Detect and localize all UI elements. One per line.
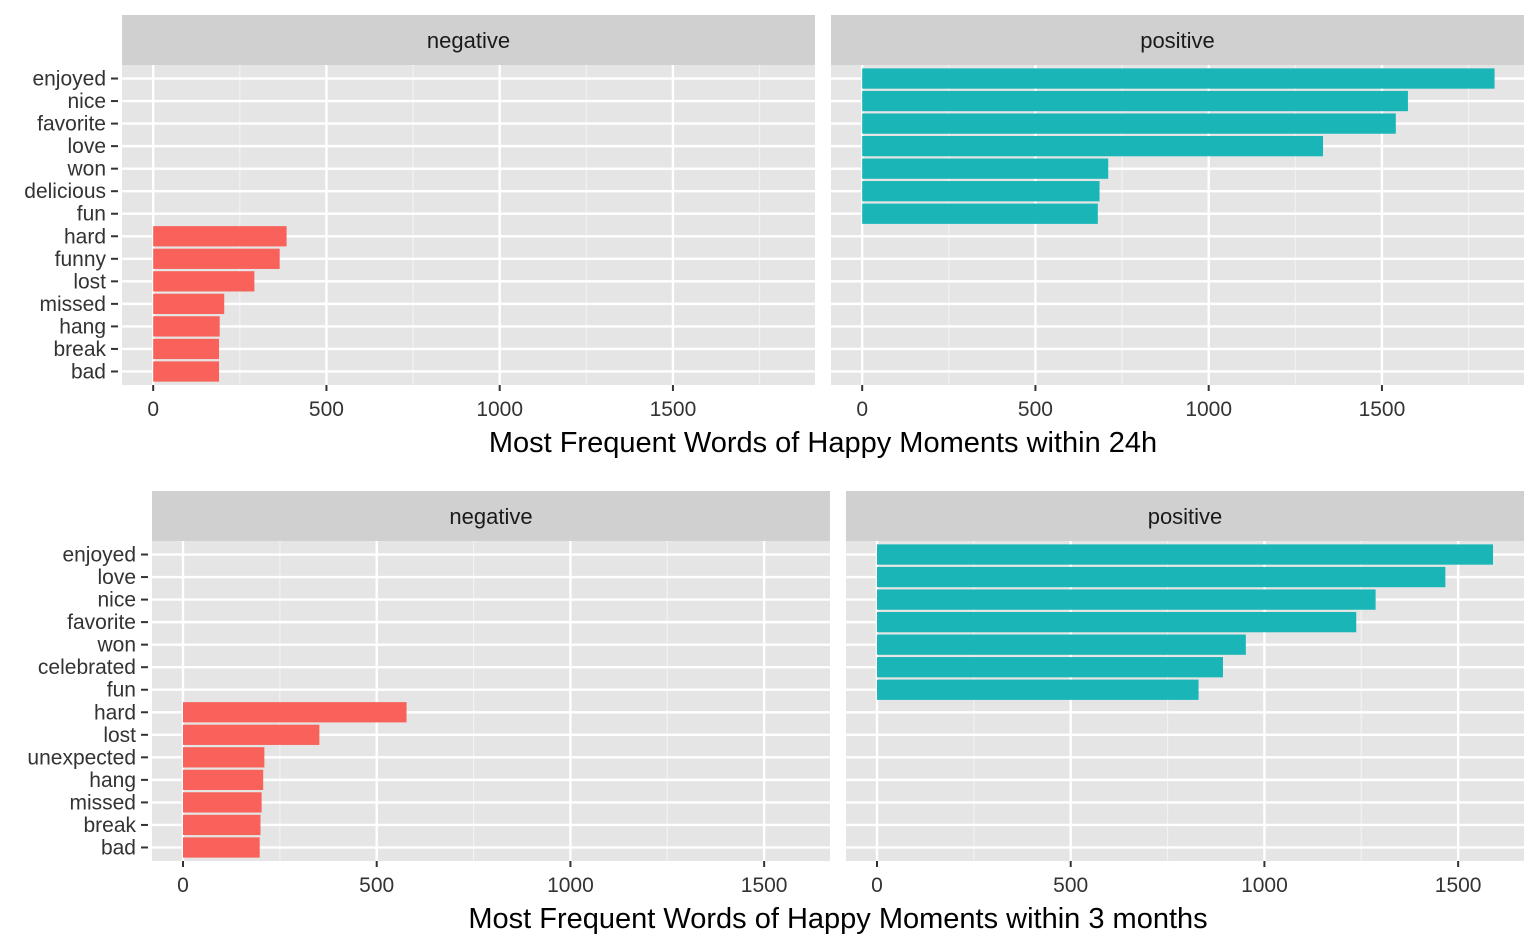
bar-positive-delicious xyxy=(862,181,1100,202)
facet-positive: positive 0 500 1000 1500 xyxy=(846,491,1524,897)
facet-negative: negative 0 500 1000 1500 xyxy=(152,491,830,897)
bar-positive-nice xyxy=(862,90,1408,112)
x-tick-label: 500 xyxy=(309,398,344,421)
x-tick-label: 1000 xyxy=(1241,874,1288,897)
bar-positive-celebrated xyxy=(876,657,1223,678)
bar-positive-favorite xyxy=(876,611,1357,633)
bar-positive-enjoyed xyxy=(862,68,1495,89)
bar-negative-break xyxy=(153,338,220,360)
bar-positive-nice xyxy=(876,589,1376,610)
facet-strip-label: negative xyxy=(449,504,532,529)
y-tick-label: fun xyxy=(107,679,136,702)
y-tick-label: lost xyxy=(103,724,136,747)
x-tick-label: 1500 xyxy=(1435,874,1482,897)
x-tick-label: 1000 xyxy=(547,874,594,897)
y-tick-label: missed xyxy=(39,293,106,316)
facet-strip-label: negative xyxy=(427,28,510,53)
y-tick-label: bad xyxy=(71,360,106,383)
facet-negative: negative 0 500 1000 1500 xyxy=(122,15,815,421)
y-tick-label: unexpected xyxy=(27,746,136,769)
x-tick-label: 500 xyxy=(1053,874,1088,897)
chart-1: enjoyednicefavoritelovewondeliciousfunha… xyxy=(24,15,1524,459)
facet-strip xyxy=(122,15,815,65)
panel-background xyxy=(122,65,815,385)
y-tick-label: funny xyxy=(55,248,107,271)
bar-negative-hang xyxy=(153,316,220,337)
y-tick-label: favorite xyxy=(37,113,106,136)
chart-title: Most Frequent Words of Happy Moments wit… xyxy=(489,427,1157,459)
y-tick-label: break xyxy=(53,338,106,361)
bar-positive-won xyxy=(862,158,1109,179)
bar-negative-missed xyxy=(153,293,225,315)
y-tick-label: fun xyxy=(77,203,106,226)
y-tick-label: enjoyed xyxy=(32,68,106,91)
panel-background xyxy=(831,65,1524,385)
bar-negative-bad xyxy=(153,361,220,382)
y-tick-label: won xyxy=(96,634,136,657)
y-tick-label: delicious xyxy=(24,180,106,203)
x-tick-label: 0 xyxy=(871,874,883,897)
y-tick-label: hang xyxy=(89,769,136,792)
x-tick-label: 1500 xyxy=(1359,398,1406,421)
x-tick-label: 0 xyxy=(856,398,868,421)
y-axis-labels: enjoyednicefavoritelovewondeliciousfunha… xyxy=(24,68,118,383)
bar-positive-fun xyxy=(876,679,1199,700)
y-tick-label: hard xyxy=(94,701,136,724)
y-tick-label: lost xyxy=(73,270,106,293)
y-tick-label: nice xyxy=(67,90,106,113)
bar-negative-break xyxy=(182,814,261,836)
y-tick-label: hang xyxy=(59,315,106,338)
bar-negative-funny xyxy=(153,248,280,269)
bar-positive-love xyxy=(862,135,1324,157)
bar-negative-lost xyxy=(182,724,320,745)
chart-title: Most Frequent Words of Happy Moments wit… xyxy=(468,903,1207,935)
bar-negative-unexpected xyxy=(182,747,265,768)
x-tick-label: 0 xyxy=(177,874,189,897)
y-tick-label: love xyxy=(67,135,106,158)
bar-negative-lost xyxy=(153,271,255,292)
bar-negative-hang xyxy=(182,769,264,791)
bar-positive-enjoyed xyxy=(876,544,1494,565)
facet-strip-label: positive xyxy=(1140,28,1215,53)
bar-positive-won xyxy=(876,634,1246,655)
facet-strip-label: positive xyxy=(1148,504,1223,529)
y-axis-labels: enjoyedlovenicefavoritewoncelebratedfunh… xyxy=(27,544,148,859)
x-tick-label: 0 xyxy=(147,398,159,421)
y-tick-label: bad xyxy=(101,836,136,859)
bar-negative-bad xyxy=(182,837,260,858)
bar-positive-favorite xyxy=(862,113,1396,134)
facet-positive: positive 0 500 1000 1500 xyxy=(831,15,1524,421)
y-tick-label: break xyxy=(83,814,136,837)
chart-2: enjoyedlovenicefavoritewoncelebratedfunh… xyxy=(27,491,1524,935)
bar-positive-fun xyxy=(862,203,1098,224)
y-tick-label: nice xyxy=(97,589,136,612)
y-tick-label: celebrated xyxy=(38,656,136,679)
x-tick-label: 500 xyxy=(359,874,394,897)
y-tick-label: favorite xyxy=(67,611,136,634)
x-tick-label: 1500 xyxy=(650,398,697,421)
y-tick-label: enjoyed xyxy=(62,544,136,567)
facet-strip xyxy=(831,15,1524,65)
bar-negative-missed xyxy=(182,792,262,813)
bar-negative-hard xyxy=(182,702,407,723)
facet-strip xyxy=(152,491,830,541)
y-tick-label: love xyxy=(97,566,136,589)
bar-positive-love xyxy=(876,566,1446,588)
x-tick-label: 1000 xyxy=(1185,398,1232,421)
x-tick-label: 1000 xyxy=(476,398,523,421)
y-tick-label: hard xyxy=(64,225,106,248)
bar-negative-hard xyxy=(153,226,287,247)
panel-background xyxy=(152,541,830,861)
facet-strip xyxy=(846,491,1524,541)
y-tick-label: missed xyxy=(69,791,136,814)
panel-background xyxy=(846,541,1524,861)
y-tick-label: won xyxy=(66,158,106,181)
x-tick-label: 500 xyxy=(1018,398,1053,421)
x-tick-label: 1500 xyxy=(741,874,788,897)
